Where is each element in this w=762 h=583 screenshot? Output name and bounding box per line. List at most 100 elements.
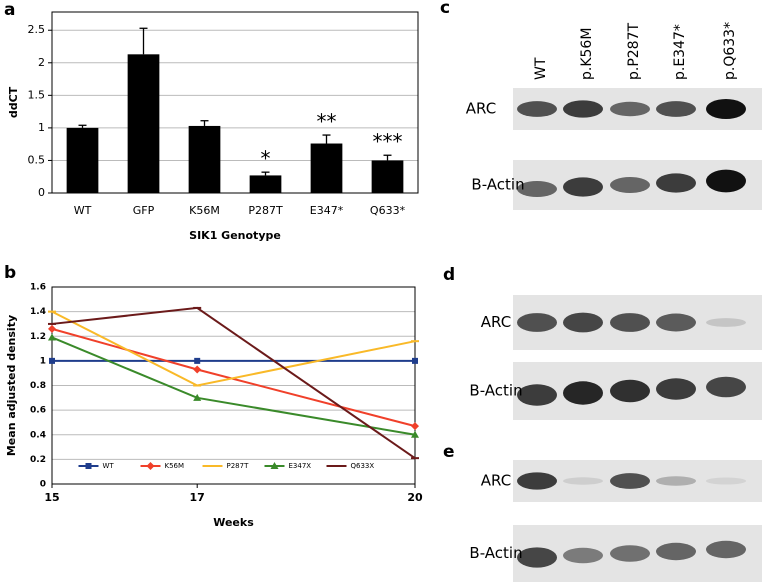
y-tick-label: 0.2	[30, 455, 46, 465]
panel-label: e	[443, 442, 455, 462]
blot-band	[706, 477, 746, 485]
panel-label: c	[440, 0, 450, 18]
lane-label: p.Q633*	[722, 22, 738, 80]
marker	[85, 463, 92, 469]
x-tick-label: Q633*	[370, 204, 406, 217]
x-tick-label: 15	[44, 491, 59, 504]
x-tick-label: GFP	[133, 204, 155, 217]
row-label: B-Actin	[469, 544, 522, 562]
lane-label: p.K56M	[579, 28, 595, 80]
marker	[412, 357, 418, 364]
bar	[249, 175, 282, 193]
blot-band	[656, 101, 696, 117]
row-label: ARC	[481, 313, 511, 331]
y-tick-label: 1.4	[30, 307, 46, 317]
blot-band	[706, 99, 746, 119]
y-tick-label: 1	[40, 356, 46, 366]
series-line	[51, 306, 416, 459]
marker	[411, 430, 419, 438]
bar	[310, 143, 343, 193]
x-tick-label: P287T	[248, 204, 283, 217]
plot-frame	[51, 11, 419, 194]
lane-label: p.P287T	[626, 22, 642, 80]
marker	[146, 462, 155, 470]
blot-band	[517, 181, 557, 197]
plot-frame	[51, 286, 416, 485]
blot-band	[517, 547, 557, 568]
significance: ***	[373, 130, 403, 154]
panel-label: a	[4, 0, 15, 20]
significance: *	[261, 147, 271, 171]
blot-band	[563, 381, 603, 405]
y-tick-label: 0.6	[30, 406, 46, 416]
blot-band	[610, 473, 650, 489]
lane-label: WT	[533, 57, 549, 80]
blot-band	[706, 318, 746, 327]
series-line	[51, 310, 416, 387]
row-label: B-Actin	[471, 176, 524, 194]
marker	[270, 462, 279, 469]
y-axis-title: Mean adjusted density	[5, 315, 18, 456]
x-tick-label: WT	[74, 204, 92, 217]
y-axis-title: ddCT	[7, 86, 20, 118]
marker	[193, 393, 202, 401]
marker	[411, 422, 419, 431]
y-tick-label: 0	[40, 480, 46, 490]
x-tick-label: E347*	[310, 204, 344, 217]
panel-label: d	[443, 265, 455, 285]
legend-label: WT	[103, 462, 115, 470]
blot-band	[656, 173, 696, 193]
blot-band	[517, 472, 557, 490]
blot-band	[656, 313, 696, 332]
legend-label: E347X	[289, 462, 312, 470]
blot-band	[706, 376, 746, 398]
blot-band	[563, 177, 603, 197]
blot-band	[610, 379, 650, 403]
marker	[194, 357, 201, 364]
y-tick-label: 1.2	[30, 332, 46, 342]
bar	[188, 125, 221, 193]
marker	[49, 357, 55, 364]
x-axis-title: Weeks	[213, 516, 254, 529]
marker	[193, 365, 202, 374]
y-tick-label: 1.5	[28, 88, 46, 101]
blot-band	[610, 177, 650, 193]
blot-band	[517, 313, 557, 332]
row-label: ARC	[466, 100, 496, 118]
lane-label: p.E347*	[672, 24, 688, 80]
blot-band	[706, 169, 746, 193]
y-tick-label: 1.6	[30, 283, 46, 293]
x-tick-label: 17	[190, 491, 205, 504]
blot-band	[656, 542, 696, 561]
row-label: B-Actin	[469, 382, 522, 400]
y-tick-label: 0.5	[28, 153, 46, 166]
blot-band	[610, 101, 650, 117]
bar	[371, 160, 404, 193]
blot-band	[563, 547, 603, 564]
legend-label: P287T	[227, 462, 250, 470]
y-tick-label: 1	[38, 121, 45, 134]
blot-band	[656, 378, 696, 400]
y-tick-label: 0.8	[30, 381, 46, 391]
blot-band	[517, 384, 557, 406]
panel-label: b	[4, 263, 16, 283]
significance: **	[317, 110, 337, 134]
blot-band	[563, 312, 603, 333]
y-tick-label: 2	[38, 56, 45, 69]
y-tick-label: 0	[38, 186, 45, 199]
bar	[66, 127, 99, 193]
row-label: ARC	[481, 472, 511, 490]
y-tick-label: 2.5	[28, 23, 46, 36]
blot-band	[563, 477, 603, 485]
blot-band	[563, 100, 603, 118]
legend-label: Q633X	[351, 462, 375, 470]
blot-band	[656, 476, 696, 486]
x-tick-label: K56M	[189, 204, 220, 217]
marker	[48, 333, 56, 341]
blot-band	[706, 540, 746, 559]
x-tick-label: 20	[407, 491, 423, 504]
blot-band	[610, 545, 650, 562]
bar	[127, 54, 160, 193]
x-axis-title: SIK1 Genotype	[189, 229, 281, 242]
